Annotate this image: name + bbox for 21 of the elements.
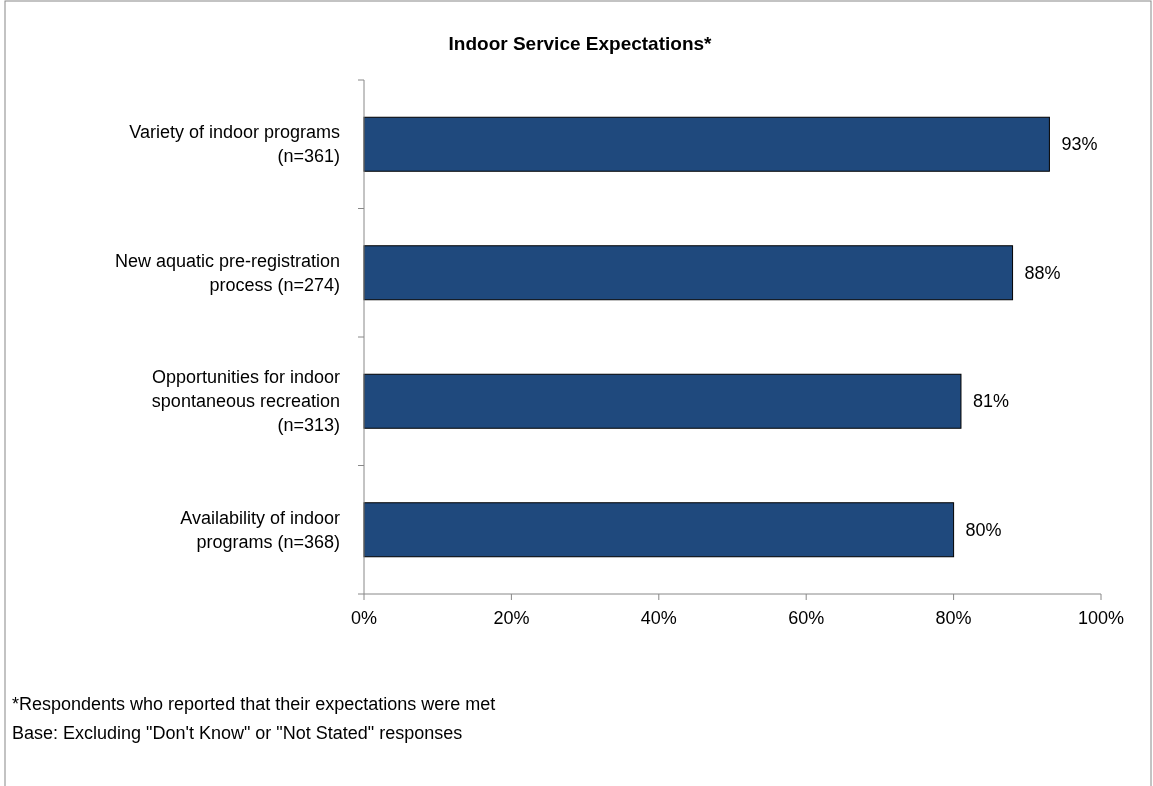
data-label: 93% xyxy=(1061,134,1098,155)
text: *Respondents who reported that their expectations were met xyxy=(12,694,496,714)
bar xyxy=(363,116,1050,172)
y-tick-label: Availability of indoor programs (n=368) xyxy=(180,507,340,552)
x-tick-label: 40% xyxy=(640,608,677,628)
bar xyxy=(363,245,1014,301)
x-tick-label: 80% xyxy=(935,608,972,628)
data-label: 88% xyxy=(1024,262,1061,283)
y-tick-label: New aquatic pre-registration process (n=274) xyxy=(114,250,340,295)
x-tick-label: 20% xyxy=(493,608,530,628)
text: Base: Excluding "Don't Know" or "Not Stated" responses xyxy=(12,723,463,743)
bar xyxy=(363,373,962,429)
chart-title: Indoor Service Expectations* xyxy=(448,33,713,54)
data-label: 81% xyxy=(972,391,1009,412)
x-tick-label: 0% xyxy=(350,608,378,628)
y-tick-label: Opportunities for indoor spontaneous recreation (n=313) xyxy=(151,367,340,436)
bar xyxy=(363,502,955,558)
data-label: 80% xyxy=(965,519,1002,540)
x-tick-label: 60% xyxy=(788,608,825,628)
y-tick-label: Variety of indoor programs (n=361) xyxy=(129,122,340,167)
x-tick-label: 100% xyxy=(1077,608,1125,628)
